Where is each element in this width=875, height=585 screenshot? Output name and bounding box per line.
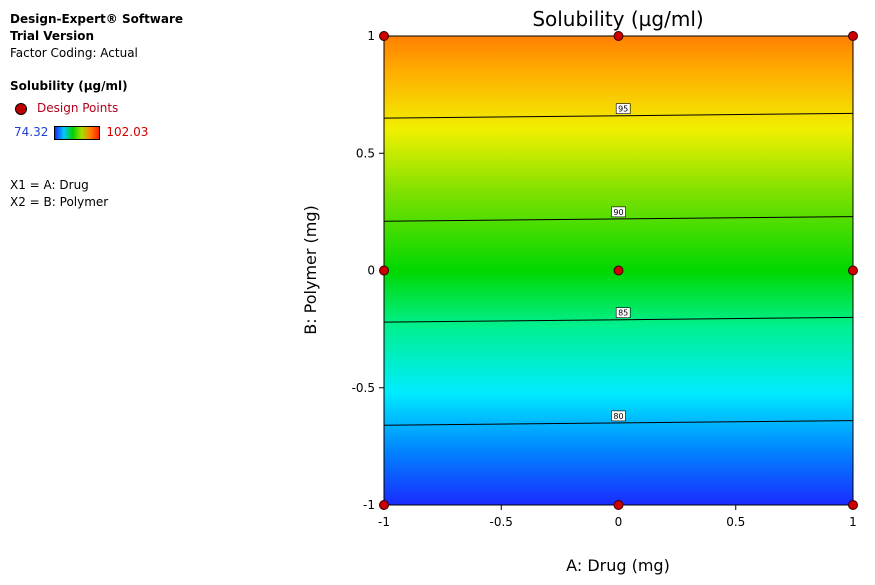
design-point: [379, 265, 389, 276]
design-points: [379, 31, 858, 510]
chart-title: Solubility (µg/ml): [532, 7, 703, 31]
design-point-icon: [15, 102, 27, 115]
y-tick-label: -1: [363, 498, 375, 512]
response-name: Solubility (µg/ml): [10, 79, 128, 93]
design-point: [848, 31, 858, 41]
design-points-legend: Design Points: [10, 100, 310, 117]
y-tick-label: 1: [367, 29, 375, 43]
design-point: [379, 31, 389, 41]
x-tick-label: -1: [378, 515, 390, 529]
factor-x1: X1 = A: Drug: [10, 178, 89, 192]
y-axis: -1 -0.5 0 0.5 1: [352, 29, 384, 512]
factor-list: X1 = A: Drug X2 = B: Polymer: [10, 177, 310, 211]
x-tick-label: 1: [849, 515, 857, 529]
contour-label: 80: [613, 412, 623, 421]
design-point: [848, 500, 858, 510]
contour-label: 90: [613, 208, 623, 217]
software-name: Design-Expert® Software: [10, 12, 184, 26]
scale-low: 74.32: [14, 125, 49, 139]
version-label: Trial Version: [10, 29, 95, 43]
x-tick-label: 0.5: [726, 515, 745, 529]
design-points-label: Design Points: [37, 101, 119, 115]
contour-label: 95: [618, 105, 628, 114]
contour-label-box: [611, 410, 626, 422]
color-scale: 74.32 102.03: [10, 124, 310, 141]
contour-line-85: [383, 316, 854, 323]
legend-panel: Design-Expert® Software Trial Version Fa…: [10, 11, 310, 211]
y-axis-label: B: Polymer (mg): [301, 205, 320, 335]
y-tick-label: 0: [367, 264, 375, 278]
x-axis-label: A: Drug (mg): [566, 556, 670, 575]
contour-label-box: [615, 307, 631, 319]
design-point: [613, 265, 624, 276]
scale-high: 102.03: [106, 125, 149, 139]
contour-line-90: [383, 216, 854, 222]
contour-line-80: [383, 420, 854, 426]
y-tick-label: -0.5: [352, 381, 375, 395]
design-point: [848, 265, 858, 276]
design-point: [379, 500, 389, 510]
design-point: [613, 31, 624, 41]
x-tick-label: -0.5: [490, 515, 513, 529]
x-tick-label: 0: [615, 515, 623, 529]
contour-label-box: [615, 103, 631, 114]
x-axis: -1 -0.5 0 0.5 1: [378, 505, 857, 529]
contour-label-box: [611, 206, 626, 218]
contour-label: 85: [618, 309, 628, 318]
y-tick-label: 0.5: [356, 146, 375, 160]
factor-coding: Factor Coding: Actual: [10, 46, 138, 60]
contour-line-95: [383, 112, 854, 119]
color-scale-bar: [54, 125, 101, 140]
design-point: [613, 500, 624, 510]
contour-lines: 80 85 90 95: [383, 103, 854, 426]
factor-x2: X2 = B: Polymer: [10, 195, 109, 209]
